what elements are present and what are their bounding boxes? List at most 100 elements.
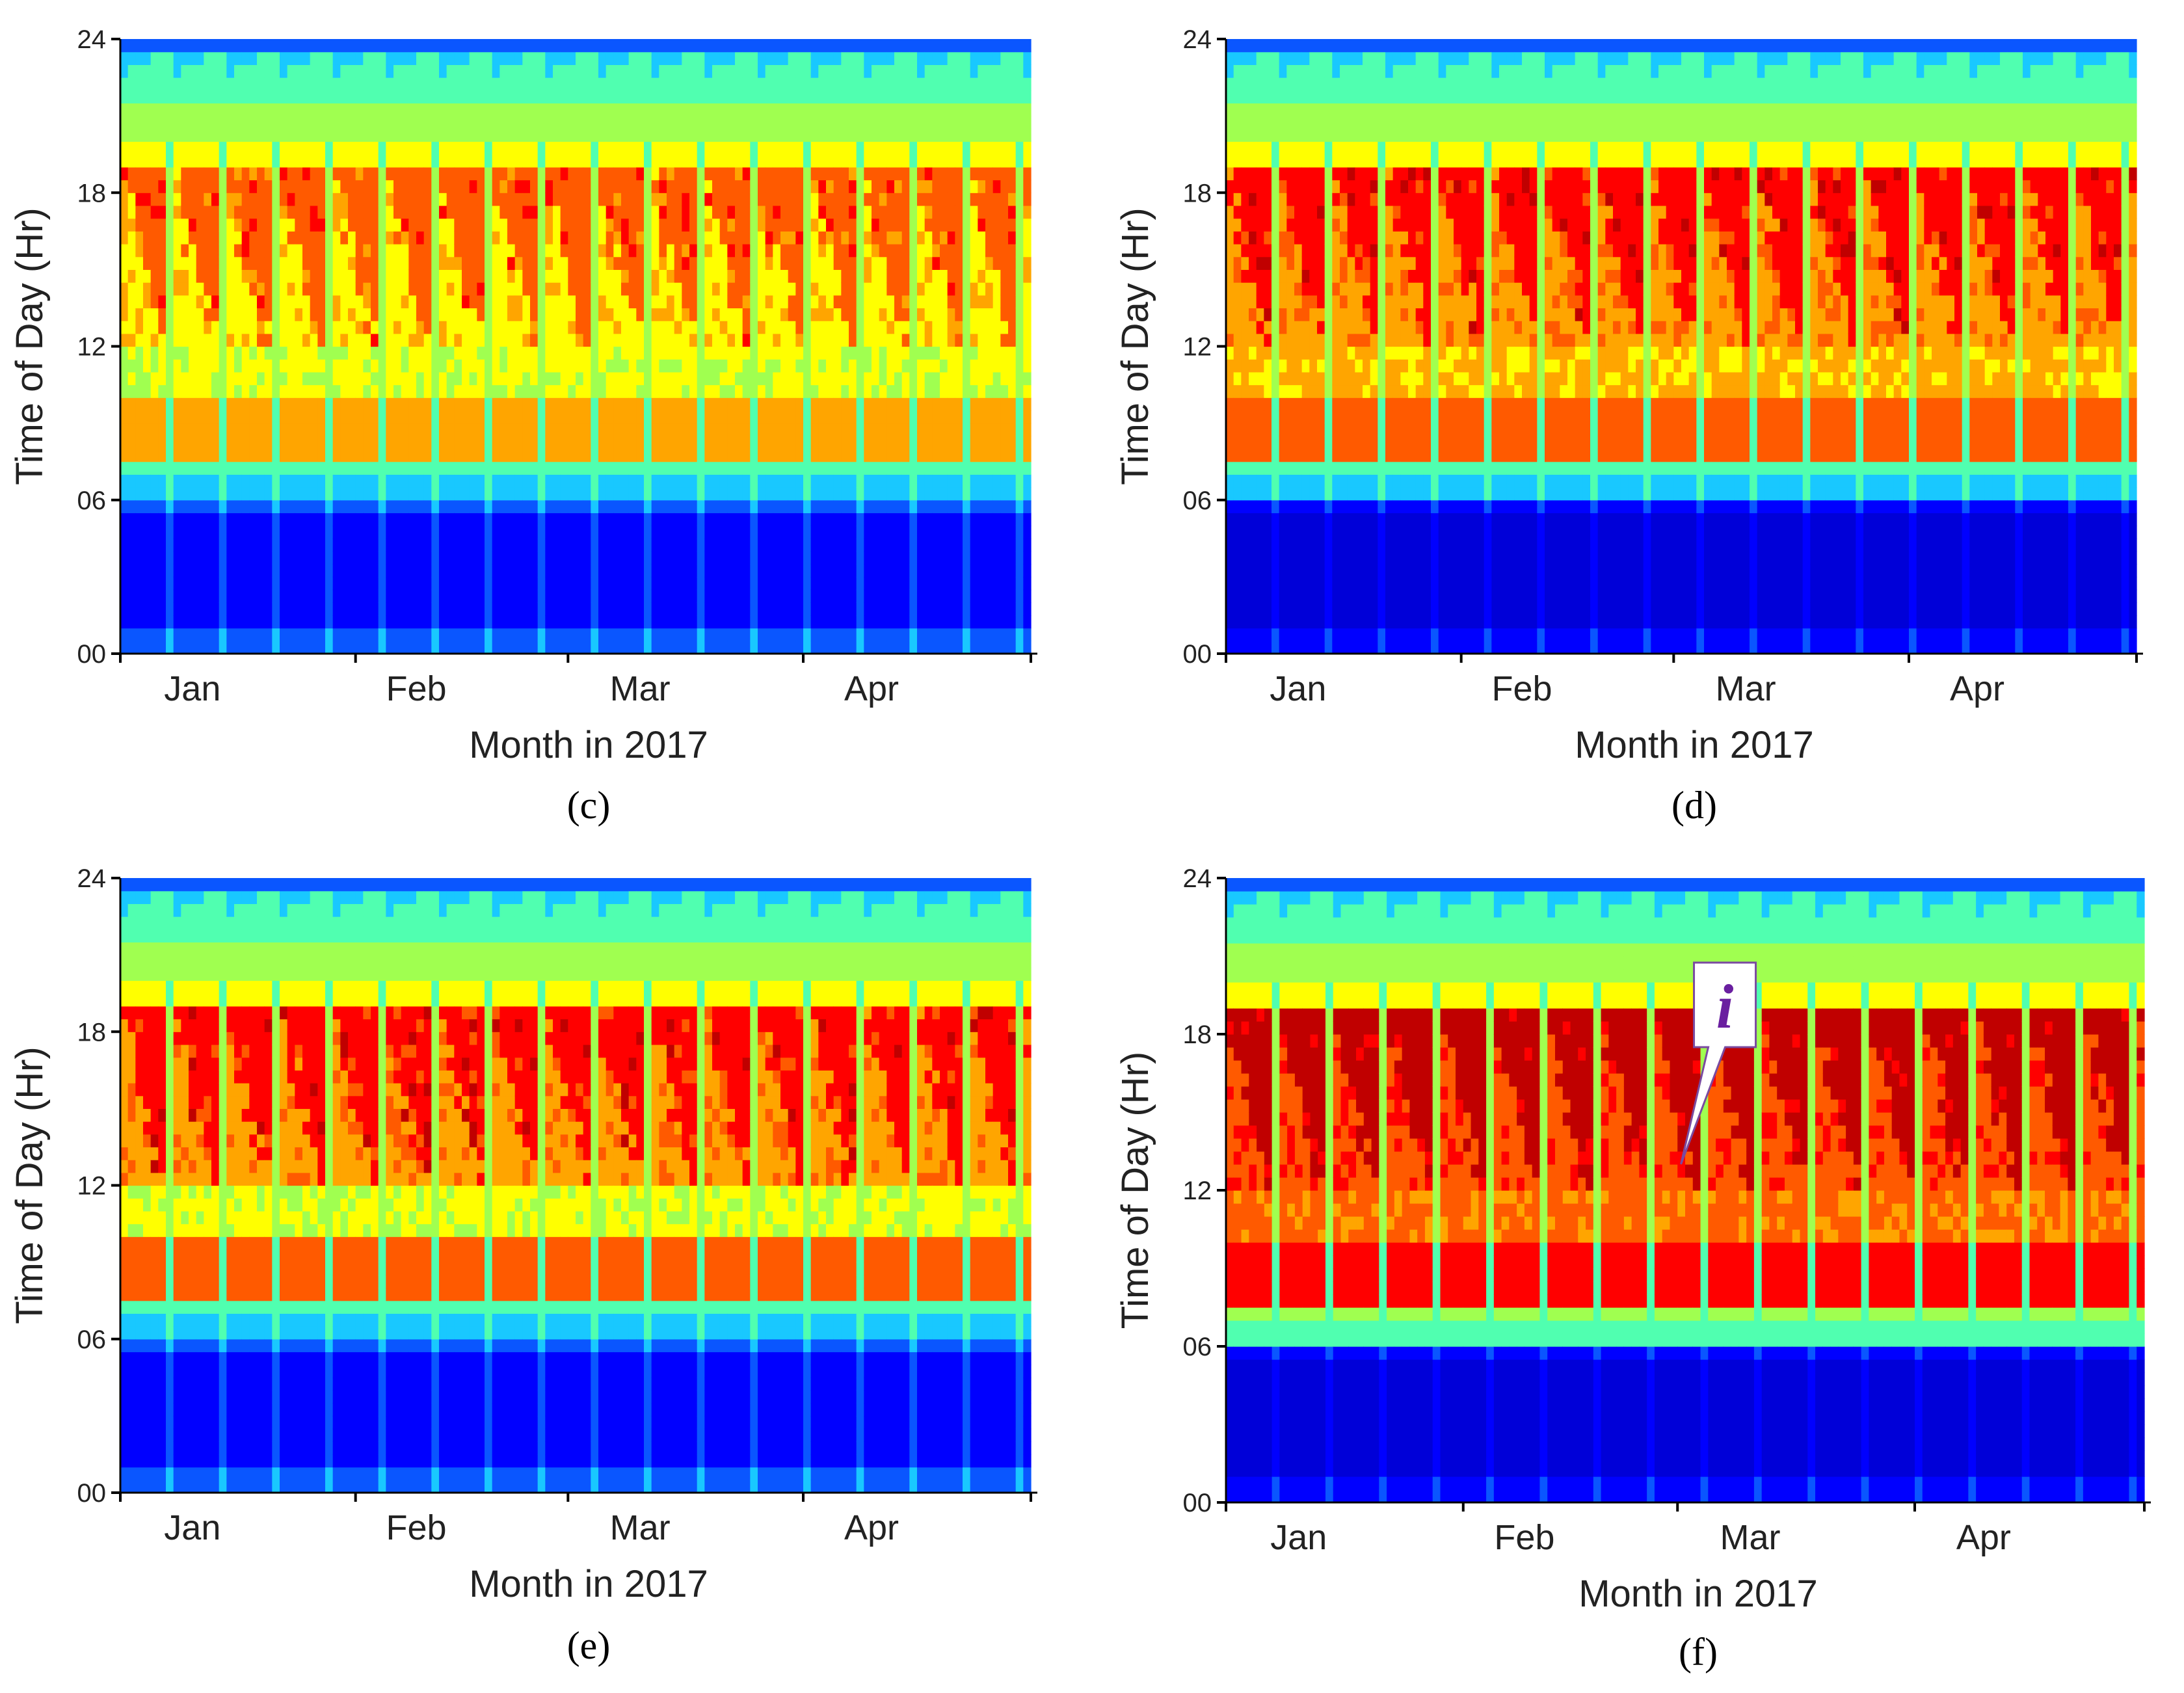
- heatmap-cell: [272, 206, 280, 219]
- heatmap-cell: [151, 244, 159, 257]
- heatmap-cell: [302, 90, 310, 103]
- heatmap-cell: [158, 39, 166, 52]
- heatmap-cell: [280, 193, 287, 206]
- heatmap-cell: [196, 334, 204, 347]
- heatmap-cell: [272, 590, 280, 603]
- heatmap-cell: [211, 397, 219, 410]
- heatmap-cell: [143, 282, 151, 295]
- heatmap-cell: [204, 436, 211, 449]
- heatmap-cell: [257, 334, 265, 347]
- heatmap-cell: [234, 231, 242, 244]
- heatmap-cell: [143, 436, 151, 449]
- heatmap-cell: [204, 269, 211, 282]
- heatmap-cell: [174, 129, 181, 142]
- heatmap-cell: [120, 334, 128, 347]
- heatmap-cell: [204, 154, 211, 167]
- heatmap-cell: [242, 423, 250, 436]
- heatmap-cell: [196, 295, 204, 308]
- heatmap-cell: [135, 321, 143, 334]
- heatmap-cell: [310, 449, 318, 462]
- heatmap-cell: [174, 410, 181, 423]
- heatmap-cell: [280, 410, 287, 423]
- heatmap-cell: [265, 539, 273, 552]
- heatmap-cell: [151, 564, 159, 577]
- heatmap-cell: [226, 410, 234, 423]
- heatmap-cell: [181, 590, 189, 603]
- heatmap-cell: [158, 231, 166, 244]
- heatmap-cell: [196, 628, 204, 641]
- heatmap-cell: [257, 397, 265, 410]
- heatmap-cell: [143, 628, 151, 641]
- heatmap-cell: [265, 372, 273, 385]
- heatmap-cell: [234, 142, 242, 155]
- heatmap-cell: [120, 167, 128, 180]
- heatmap-cell: [120, 590, 128, 603]
- heatmap-cell: [189, 154, 196, 167]
- heatmap-cell: [120, 244, 128, 257]
- heatmap-cell: [242, 372, 250, 385]
- heatmap-cell: [272, 64, 280, 77]
- heatmap-cell: [219, 474, 227, 487]
- heatmap-cell: [242, 436, 250, 449]
- heatmap-cell: [135, 154, 143, 167]
- heatmap-cell: [166, 167, 174, 180]
- heatmap-cell: [295, 142, 302, 155]
- heatmap-cell: [265, 500, 273, 513]
- heatmap-cell: [174, 206, 181, 219]
- heatmap-cell: [219, 347, 227, 360]
- heatmap-cell: [249, 334, 257, 347]
- heatmap-cell: [249, 154, 257, 167]
- heatmap-cell: [158, 487, 166, 500]
- heatmap-cell: [257, 423, 265, 436]
- heatmap-cell: [151, 347, 159, 360]
- heatmap-cell: [265, 167, 273, 180]
- heatmap-cell: [128, 526, 136, 539]
- heatmap-cell: [242, 77, 250, 90]
- heatmap-cell: [249, 347, 257, 360]
- heatmap-cell: [295, 167, 302, 180]
- heatmap-cell: [280, 116, 287, 129]
- heatmap-cell: [120, 193, 128, 206]
- heatmap-cell: [257, 628, 265, 641]
- heatmap-cell: [120, 269, 128, 282]
- heatmap-cell: [234, 487, 242, 500]
- heatmap-cell: [166, 295, 174, 308]
- heatmap-cell: [249, 103, 257, 116]
- heatmap-cell: [242, 244, 250, 257]
- heatmap-cell: [181, 552, 189, 565]
- heatmap-cell: [143, 52, 151, 65]
- heatmap-cell: [265, 423, 273, 436]
- heatmap-cell: [189, 334, 196, 347]
- heatmap-cell: [242, 193, 250, 206]
- heatmap-cell: [151, 321, 159, 334]
- heatmap-cell: [272, 167, 280, 180]
- heatmap-cell: [272, 142, 280, 155]
- heatmap-cell: [310, 615, 318, 628]
- heatmap-cell: [120, 487, 128, 500]
- heatmap-cell: [310, 295, 318, 308]
- heatmap-cell: [295, 269, 302, 282]
- heatmap-cell: [120, 52, 128, 65]
- heatmap-cell: [310, 577, 318, 590]
- heatmap-cell: [219, 257, 227, 270]
- heatmap-cell: [189, 552, 196, 565]
- heatmap-cell: [120, 385, 128, 398]
- heatmap-cell: [151, 577, 159, 590]
- heatmap-cell: [287, 244, 295, 257]
- heatmap-cell: [302, 257, 310, 270]
- heatmap-cell: [257, 167, 265, 180]
- heatmap-cell: [181, 474, 189, 487]
- heatmap-cell: [204, 282, 211, 295]
- heatmap-cell: [249, 167, 257, 180]
- heatmap-cell: [128, 564, 136, 577]
- heatmap-cell: [143, 167, 151, 180]
- heatmap-cell: [226, 552, 234, 565]
- heatmap-cell: [120, 615, 128, 628]
- heatmap-cell: [234, 167, 242, 180]
- heatmap-cell: [211, 64, 219, 77]
- heatmap-cell: [174, 231, 181, 244]
- heatmap-cell: [265, 308, 273, 321]
- heatmap-cell: [295, 487, 302, 500]
- heatmap-cell: [143, 103, 151, 116]
- heatmap-cell: [265, 397, 273, 410]
